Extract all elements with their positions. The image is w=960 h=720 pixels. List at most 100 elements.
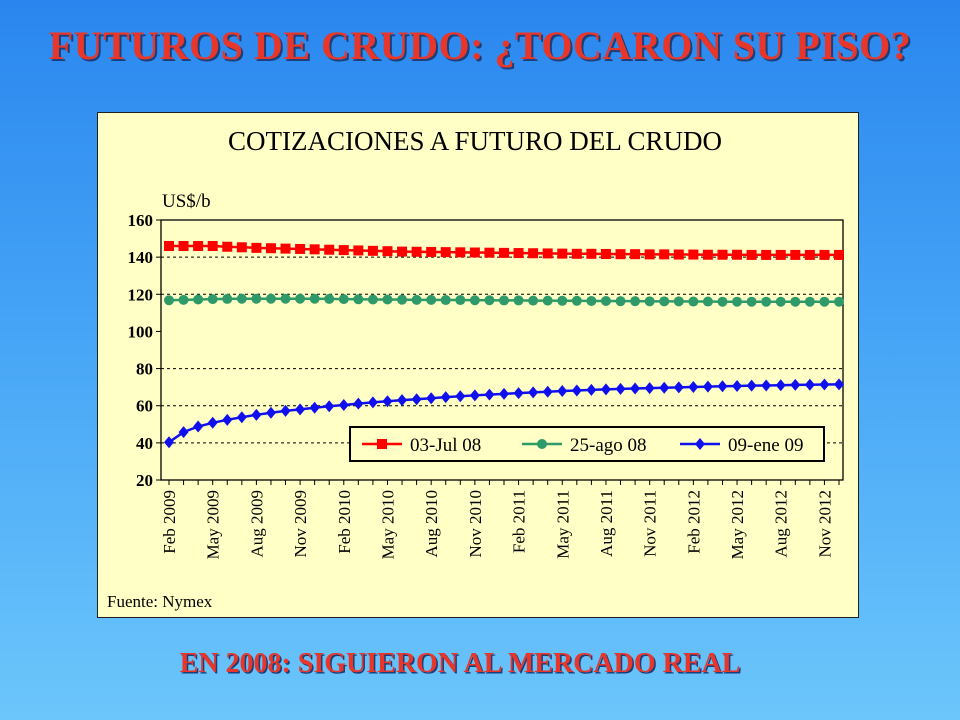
- data-point-series-1: [586, 248, 597, 259]
- data-point-series-3: [338, 398, 349, 411]
- data-point-series-1: [790, 249, 801, 260]
- y-tick-label: 20: [136, 471, 153, 490]
- data-point-series-1: [688, 249, 699, 260]
- data-point-series-2: [455, 295, 466, 306]
- x-tick-label: Feb 2011: [510, 490, 529, 553]
- x-tick-label: Nov 2012: [815, 490, 834, 558]
- data-point-series-2: [790, 296, 801, 307]
- data-point-series-3: [600, 383, 611, 396]
- data-point-series-1: [367, 245, 378, 256]
- data-point-series-3: [193, 420, 204, 433]
- data-point-series-2: [193, 294, 204, 305]
- y-tick-label: 160: [128, 211, 154, 230]
- x-tick-label: May 2012: [728, 490, 747, 559]
- data-point-series-1: [207, 241, 218, 251]
- legend-swatch-marker: [537, 439, 547, 449]
- data-point-series-2: [659, 296, 670, 307]
- data-point-series-1: [353, 245, 364, 256]
- data-point-series-2: [717, 296, 728, 307]
- y-tick-label: 140: [128, 248, 154, 267]
- data-point-series-3: [178, 426, 189, 439]
- data-point-series-1: [309, 244, 320, 255]
- legend-swatch-marker: [377, 439, 387, 449]
- data-point-series-2: [673, 296, 684, 307]
- data-point-series-2: [426, 294, 437, 305]
- data-point-series-1: [236, 242, 247, 253]
- data-point-series-3: [499, 387, 509, 400]
- data-point-series-3: [397, 394, 408, 407]
- data-point-series-2: [382, 294, 393, 305]
- data-point-series-2: [236, 293, 247, 304]
- data-point-series-2: [309, 293, 320, 304]
- legend-label: 25-ago 08: [570, 435, 647, 456]
- data-point-series-1: [513, 248, 524, 259]
- data-point-series-1: [761, 249, 772, 260]
- data-point-series-2: [804, 296, 815, 307]
- legend-label: 03-Jul 08: [410, 435, 481, 456]
- data-point-series-3: [586, 383, 597, 396]
- data-point-series-2: [484, 295, 495, 306]
- y-tick-label: 120: [128, 285, 154, 304]
- x-tick-label: Nov 2011: [641, 490, 660, 557]
- data-point-series-2: [251, 293, 262, 304]
- slide-footer: EN 2008: SIGUIERON AL MERCADO REAL: [179, 648, 741, 679]
- data-point-series-1: [397, 246, 408, 257]
- data-point-series-2: [586, 295, 597, 306]
- data-point-series-3: [265, 406, 276, 419]
- data-point-series-2: [265, 293, 276, 304]
- x-tick-label: Nov 2009: [291, 490, 310, 558]
- x-tick-label: Aug 2012: [772, 490, 791, 558]
- chart-frame: COTIZACIONES A FUTURO DEL CRUDO US$/b Fu…: [97, 112, 859, 618]
- data-point-series-3: [557, 385, 568, 398]
- data-point-series-3: [455, 390, 466, 403]
- data-point-series-2: [557, 295, 568, 306]
- data-point-series-1: [324, 244, 335, 255]
- y-axis-label: US$/b: [162, 191, 211, 212]
- data-point-series-2: [222, 293, 233, 304]
- data-point-series-3: [775, 379, 786, 392]
- data-point-series-3: [382, 395, 393, 408]
- data-point-series-3: [688, 380, 699, 393]
- data-point-series-3: [571, 384, 582, 397]
- data-point-series-1: [615, 249, 626, 260]
- data-point-series-3: [353, 397, 364, 410]
- data-point-series-3: [542, 385, 553, 398]
- x-tick-label: May 2009: [204, 490, 223, 559]
- data-point-series-3: [440, 391, 451, 404]
- data-point-series-3: [819, 378, 830, 391]
- data-point-series-1: [659, 249, 670, 260]
- data-point-series-3: [615, 382, 626, 395]
- data-point-series-3: [295, 403, 306, 416]
- data-point-series-3: [732, 380, 743, 393]
- data-point-series-3: [164, 436, 174, 449]
- data-point-series-3: [324, 400, 335, 413]
- data-point-series-1: [630, 249, 641, 260]
- data-point-series-1: [484, 247, 495, 258]
- plot-area-border: [160, 219, 844, 481]
- data-point-series-2: [280, 293, 291, 304]
- data-point-series-1: [382, 246, 393, 257]
- data-point-series-3: [644, 382, 655, 395]
- x-tick-label: Aug 2010: [422, 490, 441, 558]
- y-tick-label: 40: [136, 434, 153, 453]
- x-tick-label: May 2010: [378, 490, 397, 559]
- data-point-series-2: [397, 294, 408, 305]
- chart-title: COTIZACIONES A FUTURO DEL CRUDO: [228, 126, 722, 156]
- legend-label: 09-ene 09: [728, 435, 803, 456]
- y-tick-label: 80: [136, 360, 153, 379]
- data-point-series-3: [804, 378, 815, 391]
- data-point-series-1: [338, 245, 349, 256]
- data-point-series-1: [673, 249, 684, 260]
- data-point-series-3: [528, 386, 539, 399]
- x-tick-label: Feb 2010: [335, 490, 354, 554]
- data-point-series-2: [644, 296, 655, 307]
- data-point-series-2: [630, 296, 641, 307]
- data-point-series-1: [164, 241, 174, 251]
- data-point-series-2: [615, 296, 626, 307]
- x-tick-label: Nov 2010: [466, 490, 485, 558]
- data-point-series-2: [819, 296, 830, 307]
- data-point-series-2: [775, 296, 786, 307]
- data-point-series-1: [644, 249, 655, 260]
- data-point-series-3: [702, 380, 713, 393]
- y-tick-label: 60: [136, 397, 153, 416]
